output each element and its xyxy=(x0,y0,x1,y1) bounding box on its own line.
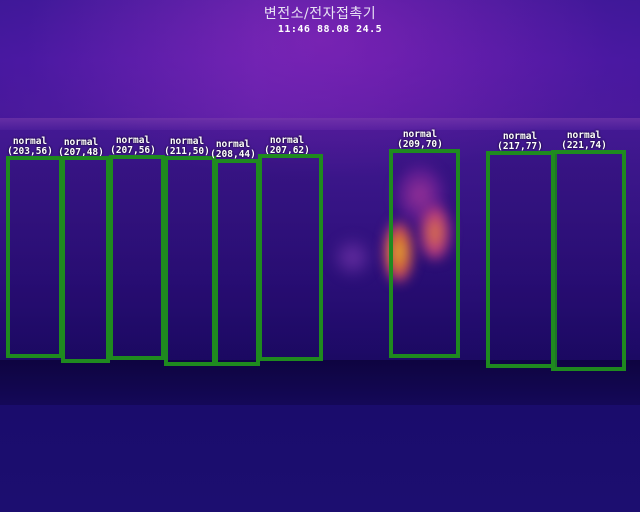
detection-label: normal (207,62) xyxy=(252,136,322,156)
detection-coords: (208,44) xyxy=(210,149,256,160)
detection-box[interactable] xyxy=(258,154,323,361)
detection-coords: (203,56) xyxy=(7,146,53,157)
detection-label: normal (203,56) xyxy=(0,137,65,157)
detection-status: normal xyxy=(169,136,205,147)
heat-hotspot xyxy=(420,205,450,260)
detection-status: normal xyxy=(12,136,48,147)
detection-label: normal (221,74) xyxy=(549,131,619,151)
detection-status: normal xyxy=(502,131,538,142)
detection-status: normal xyxy=(566,130,602,141)
detection-box[interactable] xyxy=(6,156,63,358)
detection-box[interactable] xyxy=(164,156,216,366)
detection-box[interactable] xyxy=(214,159,260,366)
detection-box[interactable] xyxy=(389,149,460,358)
sensor-readout: 11:46 88.08 24.5 xyxy=(277,24,383,35)
background-floor xyxy=(0,405,640,512)
detection-box[interactable] xyxy=(486,151,557,368)
detection-coords: (207,48) xyxy=(58,147,104,158)
detection-status: normal xyxy=(402,129,438,140)
detection-label: normal (217,77) xyxy=(485,132,555,152)
detection-status: normal xyxy=(63,137,99,148)
detection-coords: (207,56) xyxy=(110,145,156,156)
detection-box[interactable] xyxy=(551,150,626,371)
detection-coords: (211,50) xyxy=(164,146,210,157)
detection-label: normal (209,70) xyxy=(385,130,455,150)
detection-status: normal xyxy=(115,135,151,146)
detection-coords: (221,74) xyxy=(561,140,607,151)
detection-status: normal xyxy=(215,139,251,150)
heat-glow xyxy=(330,235,375,280)
detection-label: normal (211,50) xyxy=(152,137,222,157)
detection-coords: (209,70) xyxy=(397,139,443,150)
detection-box[interactable] xyxy=(109,155,165,360)
detection-label: normal (208,44) xyxy=(198,140,268,160)
background-ceiling xyxy=(0,118,640,130)
background-upper xyxy=(0,0,640,120)
detection-coords: (217,77) xyxy=(497,141,543,152)
detection-label: normal (207,48) xyxy=(46,138,116,158)
location-title: 변전소/전자접촉기 xyxy=(263,6,377,22)
detection-status: normal xyxy=(269,135,305,146)
detection-coords: (207,62) xyxy=(264,145,310,156)
detection-label: normal (207,56) xyxy=(98,136,168,156)
detection-box[interactable] xyxy=(61,156,110,363)
